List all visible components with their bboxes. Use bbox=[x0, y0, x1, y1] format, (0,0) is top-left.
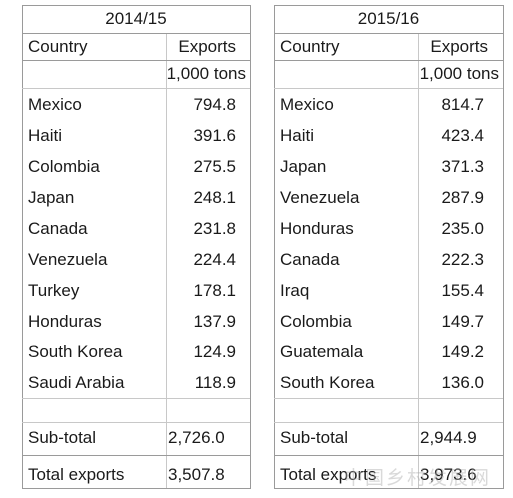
total-exports-value: 3,973.6 bbox=[420, 465, 477, 484]
grid-hline bbox=[274, 398, 503, 399]
exports-cell: 149.2 bbox=[441, 342, 484, 361]
grid-vline bbox=[166, 33, 167, 489]
exports-cell: 235.0 bbox=[441, 219, 484, 238]
country-cell: Japan bbox=[28, 188, 75, 207]
period-header: 2014/15 bbox=[105, 9, 167, 28]
grid-hline bbox=[274, 33, 503, 34]
grid-hline bbox=[274, 455, 503, 456]
grid-hline bbox=[274, 488, 503, 489]
unit-label: 1,000 tons bbox=[419, 64, 499, 83]
grid-hline bbox=[22, 398, 250, 399]
exports-cell: 287.9 bbox=[441, 188, 484, 207]
total-exports-label: Total exports bbox=[280, 465, 377, 484]
country-cell: Guatemala bbox=[280, 342, 364, 361]
grid-vline bbox=[274, 5, 275, 489]
subtotal-label: Sub-total bbox=[28, 428, 97, 447]
grid-hline bbox=[22, 5, 250, 6]
exports-cell: 391.6 bbox=[193, 126, 236, 145]
country-column-header: Country bbox=[280, 37, 340, 56]
grid-vline bbox=[503, 5, 504, 489]
country-cell: Colombia bbox=[280, 312, 352, 331]
country-cell: Haiti bbox=[28, 126, 63, 145]
grid-hline bbox=[274, 88, 503, 89]
exports-cell: 178.1 bbox=[193, 281, 236, 300]
country-cell: Turkey bbox=[28, 281, 80, 300]
country-cell: South Korea bbox=[280, 373, 375, 392]
exports-cell: 222.3 bbox=[441, 250, 484, 269]
grid-hline bbox=[22, 60, 250, 61]
grid-hline bbox=[22, 88, 250, 89]
country-cell: Honduras bbox=[280, 219, 354, 238]
country-cell: Venezuela bbox=[28, 250, 108, 269]
grid-vline bbox=[22, 5, 23, 489]
country-column-header: Country bbox=[28, 37, 88, 56]
subtotal-value: 2,726.0 bbox=[168, 428, 225, 447]
subtotal-value: 2,944.9 bbox=[420, 428, 477, 447]
exports-cell: 118.9 bbox=[194, 373, 236, 392]
exports-cell: 371.3 bbox=[441, 157, 484, 176]
exports-cell: 275.5 bbox=[193, 157, 236, 176]
country-cell: Iraq bbox=[280, 281, 310, 300]
exports-cell: 124.9 bbox=[193, 342, 236, 361]
watermark: 中国乡村发展网 bbox=[343, 467, 491, 489]
exports-cell: 155.4 bbox=[441, 281, 484, 300]
exports-column-header: Exports bbox=[178, 37, 236, 56]
country-cell: Colombia bbox=[28, 157, 100, 176]
grid-hline bbox=[274, 5, 503, 6]
country-cell: Japan bbox=[280, 157, 327, 176]
country-cell: Mexico bbox=[28, 95, 82, 114]
total-exports-label: Total exports bbox=[28, 465, 125, 484]
grid-hline bbox=[274, 422, 503, 423]
country-cell: Honduras bbox=[28, 312, 102, 331]
period-header: 2015/16 bbox=[357, 9, 420, 28]
exports-cell: 136.0 bbox=[441, 373, 484, 392]
exports-cell: 224.4 bbox=[193, 250, 236, 269]
grid-hline bbox=[22, 422, 250, 423]
exports-cell: 794.8 bbox=[193, 95, 236, 114]
exports-cell: 248.1 bbox=[193, 188, 236, 207]
grid-hline bbox=[22, 488, 250, 489]
country-cell: Venezuela bbox=[280, 188, 360, 207]
country-cell: Canada bbox=[280, 250, 340, 269]
exports-cell: 814.7 bbox=[441, 95, 484, 114]
grid-vline bbox=[250, 5, 251, 489]
grid-hline bbox=[22, 33, 250, 34]
exports-column-header: Exports bbox=[430, 37, 488, 56]
country-cell: Canada bbox=[28, 219, 88, 238]
exports-cell: 231.8 bbox=[193, 219, 236, 238]
country-cell: Haiti bbox=[280, 126, 315, 145]
country-cell: Saudi Arabia bbox=[28, 373, 125, 392]
exports-cell: 149.7 bbox=[441, 312, 484, 331]
total-exports-value: 3,507.8 bbox=[168, 465, 225, 484]
country-cell: Mexico bbox=[280, 95, 334, 114]
grid-hline bbox=[274, 60, 503, 61]
country-cell: South Korea bbox=[28, 342, 123, 361]
grid-vline bbox=[418, 33, 419, 489]
subtotal-label: Sub-total bbox=[280, 428, 349, 447]
unit-label: 1,000 tons bbox=[166, 64, 246, 83]
exports-cell: 137.9 bbox=[193, 312, 236, 331]
exports-cell: 423.4 bbox=[441, 126, 484, 145]
grid-hline bbox=[22, 455, 250, 456]
